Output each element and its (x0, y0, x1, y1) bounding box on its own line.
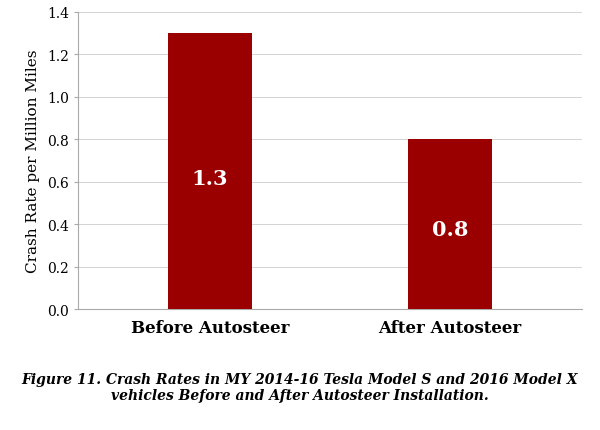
Text: 0.8: 0.8 (432, 219, 468, 239)
Text: Figure 11. Crash Rates in MY 2014-16 Tesla Model S and 2016 Model X
vehicles Bef: Figure 11. Crash Rates in MY 2014-16 Tes… (22, 372, 578, 402)
Text: 1.3: 1.3 (192, 168, 228, 188)
Bar (168, 34, 252, 310)
Y-axis label: Crash Rate per Million Miles: Crash Rate per Million Miles (26, 50, 40, 273)
Bar (408, 140, 492, 310)
